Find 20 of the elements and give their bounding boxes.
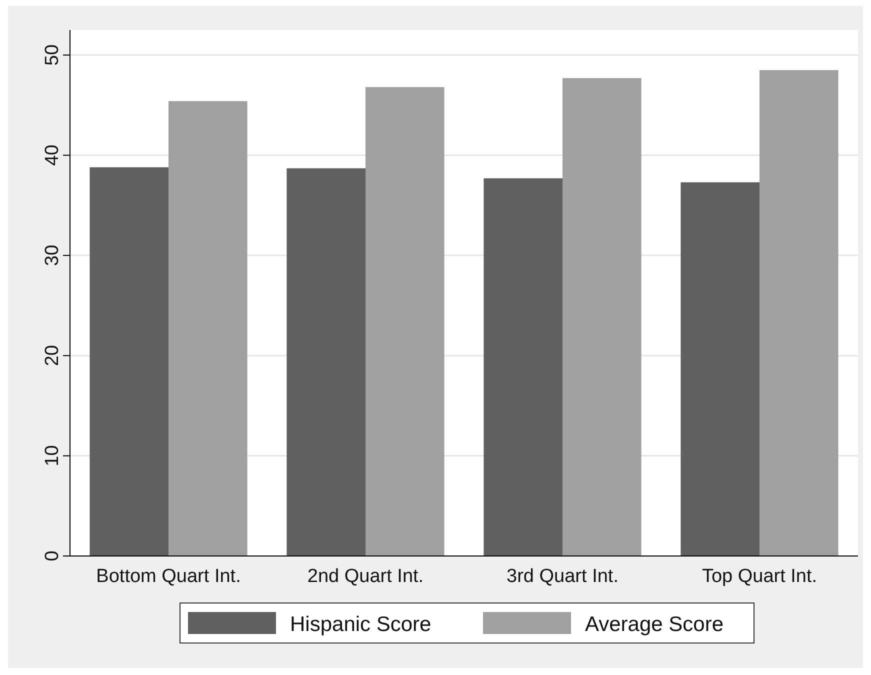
bar (760, 70, 838, 556)
x-tick-label: 2nd Quart Int. (307, 566, 424, 587)
y-tick-label: 10 (42, 445, 63, 466)
bar (484, 178, 562, 556)
y-tick-label: 30 (42, 244, 63, 266)
bar (562, 78, 642, 556)
y-tick-label: 50 (42, 44, 63, 66)
legend-label: Hispanic Score (290, 613, 432, 636)
y-tick-label: 20 (42, 345, 63, 366)
bar (286, 168, 366, 556)
bar (168, 101, 248, 556)
y-tick-label: 40 (42, 144, 63, 166)
bar (680, 182, 760, 556)
y-tick-label: 0 (42, 550, 63, 562)
legend-label: Average Score (585, 613, 724, 636)
bar (366, 87, 444, 556)
x-tick-label: Top Quart Int. (702, 566, 818, 587)
bar (90, 167, 168, 556)
x-tick-label: Bottom Quart Int. (96, 566, 241, 587)
x-tick-label: 3rd Quart Int. (506, 566, 618, 587)
